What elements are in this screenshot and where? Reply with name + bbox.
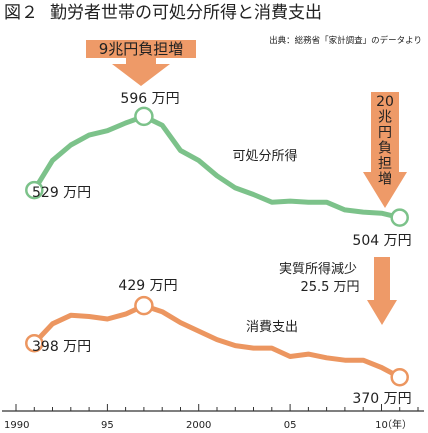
title-text: 勤労者世帯の可処分所得と消費支出 [50,3,322,23]
income-end-marker [390,208,409,227]
x-tick-label: 2000 [186,420,211,431]
income-start-marker [25,180,44,200]
x-tick-label: 10 [375,420,388,431]
x-axis: 1990 95 2000 05 10（年） [2,404,424,431]
figure-number: 図２ [4,3,38,23]
income-end-label: 504 万円 [352,233,411,249]
annotation-burden-20-char: 兆 [378,110,392,126]
annotation-burden-20-label: 20 兆円負担増 [376,94,394,188]
consumption-peak-marker [134,295,154,316]
consumption-start-label: 398 万円 [32,339,91,355]
annotation-burden-20-char: 増 [378,172,392,188]
consumption-end-label: 370 万円 [352,391,411,407]
chart-title: 図２ 勤労者世帯の可処分所得と消費支出 [4,3,322,23]
annotation-real-income-line1: 実質所得減少 [279,261,357,277]
series-label-income: 可処分所得 [232,148,297,164]
income-peak-label: 596 万円 [120,91,179,107]
annotation-burden-20-char: 20 [376,94,394,110]
income-start-label: 529 万円 [32,185,91,201]
annotation-arrow-burden-20: 20 兆円負担増 [363,92,407,208]
series-line-consumption [31,303,403,380]
x-tick-label: 95 [101,420,114,431]
x-tick-label: 05 [284,420,297,431]
x-tick-label: 1990 [4,420,29,431]
annotation-real-income-line2: 25.5 万円 [300,280,359,295]
series-label-consumption: 消費支出 [246,320,298,335]
series-line-income [31,113,403,221]
consumption-end-marker [390,367,409,387]
annotation-arrow-real-income-drop: 実質所得減少 25.5 万円 [279,257,397,325]
income-peak-marker [134,106,154,127]
annotation-burden-20-char: 円 [378,125,392,141]
annotation-burden-9-label: 9兆円負担増 [99,40,184,58]
consumption-start-marker [25,333,44,353]
annotation-arrow-burden-9: 9兆円負担増 [86,40,196,86]
annotation-burden-20-char: 担 [378,156,392,172]
consumption-peak-label: 429 万円 [118,278,177,294]
annotation-burden-20-char: 負 [378,141,392,157]
x-axis-unit: （年） [382,418,412,431]
source-note: 出典：総務省「家計調査」のデータより [269,36,422,46]
